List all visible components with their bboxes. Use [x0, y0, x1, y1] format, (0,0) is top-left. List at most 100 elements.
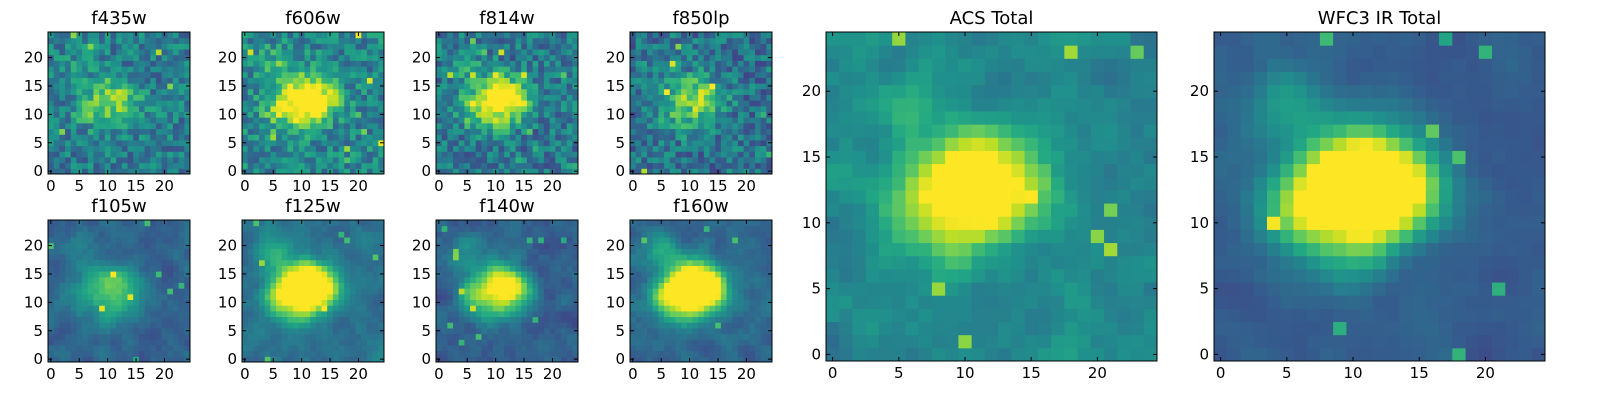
heatmap-cell	[133, 162, 140, 169]
heatmap-cell	[555, 66, 562, 73]
heatmap-cell	[652, 156, 659, 164]
heatmap-cell	[93, 276, 100, 283]
heatmap-cell	[155, 271, 163, 278]
heatmap-cell	[310, 220, 317, 227]
heatmap-cell	[167, 316, 174, 323]
heatmap-cell	[366, 128, 374, 135]
heatmap-cell	[259, 259, 266, 266]
heatmap-cell	[515, 293, 522, 301]
heatmap-cell	[355, 88, 362, 95]
heatmap-cell	[178, 237, 185, 244]
heatmap-cell	[247, 231, 254, 238]
heatmap-cell	[116, 43, 123, 50]
heatmap-cell	[287, 265, 294, 272]
heatmap-cell	[259, 316, 266, 323]
heatmap-cell	[161, 225, 168, 232]
heatmap-cell	[121, 128, 129, 135]
heatmap-cell	[70, 122, 77, 130]
heatmap-cell	[242, 105, 249, 113]
heatmap-cell	[732, 83, 739, 90]
heatmap-cell	[82, 293, 89, 301]
heatmap-cell	[692, 94, 699, 101]
heatmap-cell	[53, 156, 60, 164]
heatmap-cell	[121, 316, 129, 323]
heatmap-cell	[355, 134, 362, 141]
heatmap-cell	[658, 282, 665, 289]
heatmap-cell	[675, 49, 682, 56]
heatmap-cell	[349, 276, 357, 283]
heatmap-cell	[436, 276, 443, 283]
heatmap-cell	[732, 350, 739, 357]
heatmap-cell	[698, 105, 705, 113]
heatmap-cell	[242, 100, 249, 107]
heatmap-cell	[635, 305, 642, 312]
heatmap-cell	[487, 350, 494, 357]
heatmap-cell	[372, 168, 379, 175]
heatmap-cell	[737, 327, 745, 335]
heatmap-cell	[310, 54, 317, 61]
heatmap-cell	[664, 288, 671, 295]
heatmap-cell	[127, 66, 134, 73]
heatmap-cell	[59, 83, 66, 90]
heatmap-cell	[754, 32, 762, 39]
heatmap-cell	[504, 265, 511, 272]
heatmap-cell	[715, 111, 722, 118]
heatmap-cell	[264, 134, 271, 141]
heatmap-cell	[293, 282, 300, 289]
heatmap-cell	[492, 271, 499, 278]
heatmap-cell	[99, 100, 106, 107]
heatmap-cell	[361, 117, 368, 124]
heatmap-cell	[675, 117, 682, 124]
heatmap-cell	[327, 316, 334, 323]
heatmap-cell	[76, 105, 83, 113]
heatmap-cell	[242, 276, 249, 283]
heatmap-cell	[161, 344, 168, 352]
heatmap-cell	[720, 145, 728, 152]
heatmap-cell	[481, 54, 488, 61]
heatmap-cell	[492, 248, 499, 255]
heatmap-cell	[549, 151, 556, 158]
heatmap-cell	[110, 156, 117, 164]
heatmap-cell	[555, 100, 562, 107]
heatmap-cell	[276, 88, 283, 95]
heatmap-cell	[184, 105, 191, 113]
heatmap-cell	[698, 333, 705, 340]
heatmap-cell	[116, 151, 123, 158]
heatmap-cell	[293, 254, 300, 261]
heatmap-cell	[549, 60, 556, 67]
heatmap-cell	[349, 339, 357, 346]
heatmap-cell	[504, 356, 511, 363]
heatmap-cell	[167, 305, 174, 312]
heatmap-cell	[172, 43, 180, 50]
heatmap-cell	[509, 231, 517, 238]
heatmap-cell	[242, 71, 249, 78]
heatmap-cell	[253, 77, 260, 84]
heatmap-cell	[743, 299, 750, 306]
heatmap-cell	[293, 94, 300, 101]
heatmap-cell	[184, 293, 191, 301]
heatmap-cell	[155, 71, 163, 78]
heatmap-cell	[475, 128, 482, 135]
heatmap-cell	[538, 225, 545, 232]
heatmap-cell	[178, 100, 185, 107]
heatmap-cell	[161, 139, 168, 147]
heatmap-cell	[264, 49, 271, 56]
heatmap-cell	[293, 299, 300, 306]
heatmap-cell	[87, 237, 94, 244]
heatmap-cell	[48, 122, 55, 130]
heatmap-cell	[121, 83, 129, 90]
heatmap-cell	[692, 350, 699, 357]
heatmap-cell	[315, 248, 323, 255]
heatmap-cell	[470, 156, 477, 164]
heatmap-cell	[332, 77, 340, 84]
x-tick-label: 15	[514, 177, 533, 195]
heatmap-cell	[464, 242, 471, 249]
heatmap-cell	[178, 37, 185, 44]
heatmap-cell	[441, 156, 448, 164]
heatmap-cell	[321, 356, 328, 363]
heatmap-cell	[138, 305, 146, 312]
heatmap-cell	[504, 122, 511, 130]
heatmap-cell	[509, 237, 517, 244]
heatmap-cell	[543, 220, 551, 227]
heatmap-cell	[332, 248, 340, 255]
